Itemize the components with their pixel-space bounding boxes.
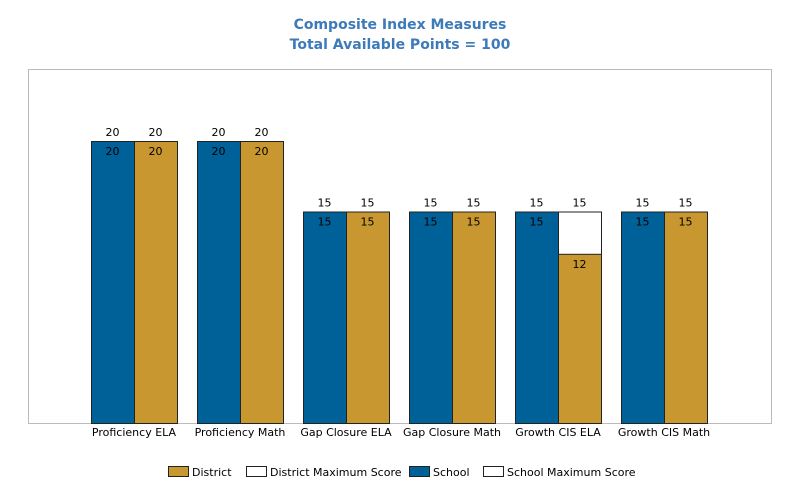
school-bar-proficiency-math (197, 141, 241, 424)
school-max-label: 15 (636, 197, 650, 210)
legend-swatch-school (409, 466, 430, 477)
legend-label: District (192, 466, 232, 479)
legend-swatch-district (168, 466, 189, 477)
school-bar-growth-cis-math (621, 211, 665, 424)
school-bar-gap-closure-math (409, 211, 453, 424)
district-max-label: 15 (679, 197, 693, 210)
district-max-label: 20 (149, 126, 163, 139)
school-value-label: 20 (212, 145, 226, 158)
category-label-growth-cis-ela: Growth CIS ELA (515, 426, 601, 439)
category-label-gap-closure-ela: Gap Closure ELA (300, 426, 392, 439)
school-value-label: 20 (106, 145, 120, 158)
district-bar-proficiency-ela (134, 141, 178, 424)
category-label-proficiency-math: Proficiency Math (195, 426, 286, 439)
district-max-label: 20 (255, 126, 269, 139)
district-bar-gap-closure-math (452, 211, 496, 424)
school-max-label: 15 (530, 197, 544, 210)
district-max-label: 15 (467, 197, 481, 210)
district-bar-proficiency-math (240, 141, 284, 424)
category-label-proficiency-ela: Proficiency ELA (92, 426, 177, 439)
category-label-gap-closure-math: Gap Closure Math (403, 426, 501, 439)
chart-subtitle: Total Available Points = 100 (290, 37, 511, 53)
chart-title: Composite Index Measures (294, 17, 507, 33)
category-labels-group: Proficiency ELA Proficiency Math Gap Closu… (92, 426, 710, 439)
school-value-label: 15 (424, 216, 438, 229)
legend: District District Maximum Score School Scho… (168, 466, 636, 479)
legend-label: School (433, 466, 470, 479)
school-value-label: 15 (530, 216, 544, 229)
school-bar-growth-cis-ela (515, 211, 559, 424)
district-bar-growth-cis-ela (558, 253, 602, 424)
district-value-label: 20 (255, 145, 269, 158)
district-value-label: 15 (467, 216, 481, 229)
district-value-label: 20 (149, 145, 163, 158)
school-value-label: 15 (636, 216, 650, 229)
district-bar-growth-cis-math (664, 211, 708, 424)
district-value-label: 15 (679, 216, 693, 229)
district-max-label: 15 (361, 197, 375, 210)
legend-swatch-district-maximum-score (246, 466, 267, 477)
legend-label: School Maximum Score (507, 466, 636, 479)
district-bar-gap-closure-ela (346, 211, 390, 424)
legend-swatch-school-maximum-score (483, 466, 504, 477)
school-bar-gap-closure-ela (303, 211, 347, 424)
district-value-label: 15 (361, 216, 375, 229)
school-value-label: 15 (318, 216, 332, 229)
category-label-growth-cis-math: Growth CIS Math (618, 426, 710, 439)
district-value-label: 12 (573, 258, 587, 271)
school-bar-proficiency-ela (91, 141, 135, 424)
school-max-label: 20 (212, 126, 226, 139)
bars-group (91, 141, 708, 424)
district-max-label: 15 (573, 197, 587, 210)
school-max-label: 20 (106, 126, 120, 139)
value-labels-group: 20 20 20 20 20 20 20 20 15 15 15 15 15 15 15 15 15 15 15 12… (106, 126, 693, 271)
legend-label: District Maximum Score (270, 466, 402, 479)
school-max-label: 15 (424, 197, 438, 210)
school-max-label: 15 (318, 197, 332, 210)
